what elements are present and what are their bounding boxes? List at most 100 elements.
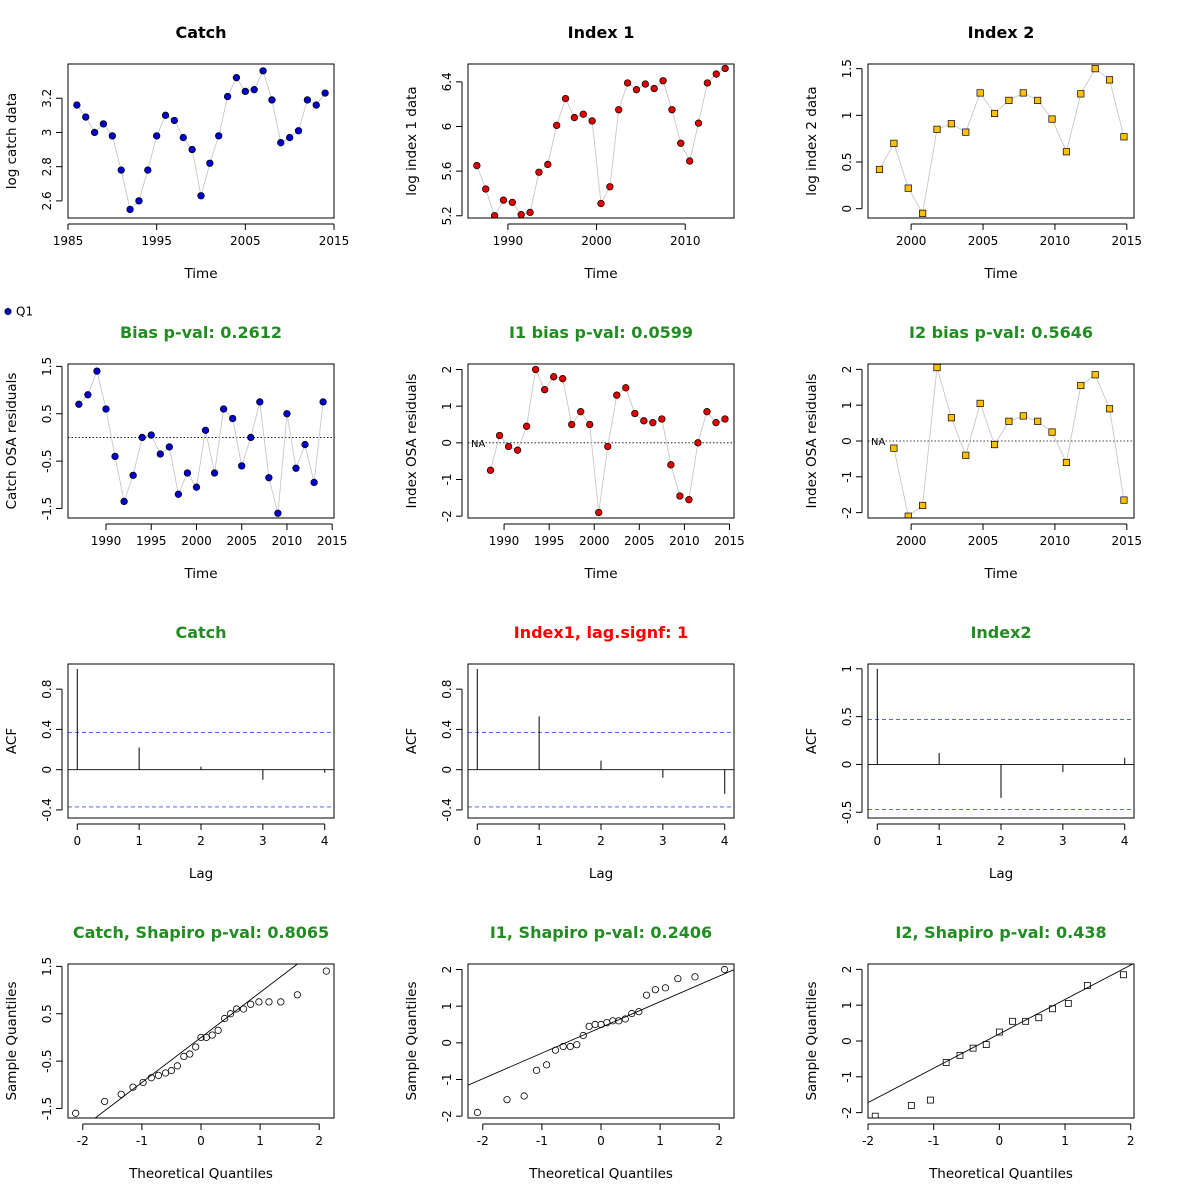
data-point-1 — [890, 139, 898, 147]
x-tick-label: 2 — [715, 1134, 723, 1148]
data-point-15 — [1091, 65, 1099, 73]
data-point-11 — [170, 116, 179, 125]
data-point-6 — [540, 386, 549, 394]
x-tick-label: 0 — [73, 834, 81, 848]
data-point-7 — [535, 168, 543, 176]
data-point-7 — [995, 1028, 1003, 1036]
data-point-13 — [1062, 148, 1070, 156]
y-tick-label: 1 — [840, 112, 854, 120]
y-tick-label: 0.5 — [40, 404, 54, 423]
data-point-16 — [621, 1015, 629, 1023]
data-point-21 — [259, 67, 267, 75]
data-point-19 — [247, 433, 255, 442]
data-point-1 — [907, 1102, 915, 1109]
y-tick-label: 0 — [440, 766, 454, 774]
data-point-5 — [117, 166, 125, 174]
x-tick-label: 2 — [1127, 1134, 1135, 1148]
data-point-7 — [135, 197, 143, 205]
data-point-8 — [144, 166, 152, 174]
panel-index2_qq: I2, Shapiro p-val: 0.438 -2 -1 0 1 2 Theoretic… — [804, 923, 1135, 1182]
data-point-14 — [597, 199, 605, 208]
data-point-4 — [139, 1078, 147, 1087]
x-axis-label: Time — [583, 566, 617, 582]
y-tick-label: 0 — [840, 205, 854, 213]
data-point-17 — [229, 414, 237, 423]
x-axis-label: Lag — [589, 866, 613, 882]
data-point-9 — [153, 132, 161, 140]
data-point-25 — [294, 127, 303, 135]
y-tick-label: -1.5 — [40, 497, 54, 520]
data-point-3 — [919, 209, 927, 217]
data-point-26 — [303, 96, 312, 104]
data-point-21 — [659, 77, 667, 85]
x-tick-label: 2 — [997, 834, 1005, 848]
data-point-22 — [255, 998, 263, 1006]
data-point-3 — [102, 405, 110, 413]
x-tick-label: -2 — [862, 1134, 874, 1148]
legend: Q1 — [4, 305, 33, 319]
data-point-12 — [1048, 115, 1056, 123]
panel-catch_qq: Catch, Shapiro p-val: 0.8065 -2 -1 0 1 2 Theor… — [4, 923, 335, 1182]
data-point-8 — [573, 1041, 581, 1049]
y-tick-label: 0 — [440, 1039, 454, 1047]
y-tick-label: 3 — [40, 129, 54, 137]
data-point-26 — [703, 79, 712, 87]
y-tick-label: -1 — [440, 1074, 454, 1086]
x-axis-label: Time — [583, 266, 617, 282]
x-axis-label: Time — [183, 566, 217, 582]
x-tick-label: 1995 — [534, 534, 565, 548]
x-tick-label: 1 — [1061, 1134, 1069, 1148]
data-point-20 — [651, 986, 659, 994]
y-tick-label: 6.4 — [440, 72, 454, 91]
data-point-15 — [210, 469, 219, 477]
data-point-22 — [668, 106, 676, 114]
panel-catch_resid: Bias p-val: 0.2612 1990 1995 2000 2005 2010 20… — [4, 323, 347, 582]
data-point-6 — [129, 471, 137, 480]
x-tick-label: 2000 — [581, 234, 612, 248]
data-point-12 — [183, 469, 192, 477]
y-tick-label: 1.5 — [40, 957, 54, 976]
data-point-4 — [108, 132, 116, 140]
series-line — [879, 68, 1125, 215]
y-axis-label: log index 1 data — [404, 86, 420, 195]
data-point-16 — [219, 405, 228, 413]
y-tick-label: 0 — [40, 766, 54, 774]
data-point-7 — [138, 433, 146, 442]
data-point-10 — [1035, 1014, 1043, 1022]
y-tick-label: 2 — [840, 366, 854, 374]
y-tick-label: 5.2 — [440, 206, 454, 225]
x-tick-label: 1985 — [53, 234, 84, 248]
panel-title: Index 1 — [568, 23, 635, 42]
plot-area — [73, 67, 329, 214]
data-point-18 — [238, 462, 246, 470]
data-point-23 — [694, 439, 702, 447]
data-point-12 — [579, 110, 587, 118]
y-axis: 0 0.5 1 1.5 — [840, 59, 863, 213]
data-point-7 — [976, 89, 984, 97]
data-point-10 — [165, 443, 173, 451]
legend-marker — [4, 307, 12, 315]
y-axis: -0.4 0 0.4 0.8 — [40, 680, 63, 822]
data-point-4 — [947, 414, 955, 422]
x-tick-label: 1990 — [489, 534, 520, 548]
x-tick-label: 2015 — [319, 234, 350, 248]
x-tick-label: 1 — [656, 1134, 664, 1148]
data-point-24 — [286, 133, 294, 142]
x-tick-label: 2 — [315, 1134, 323, 1148]
plot-area — [468, 669, 734, 808]
y-tick-label: 6 — [440, 123, 454, 131]
y-tick-label: 0 — [840, 1037, 854, 1045]
y-axis-label: ACF — [4, 728, 20, 754]
data-point-15 — [622, 384, 630, 392]
x-axis-label: Theoretical Quantiles — [528, 1166, 673, 1182]
y-axis-label: Sample Quantiles — [404, 981, 420, 1100]
plot-frame — [67, 63, 335, 219]
data-point-11 — [174, 490, 183, 498]
x-tick-label: 0 — [197, 1134, 205, 1148]
data-point-20 — [250, 86, 258, 94]
y-tick-label: 1 — [840, 401, 854, 409]
data-point-8 — [544, 160, 552, 169]
y-tick-label: -1 — [840, 1071, 854, 1083]
